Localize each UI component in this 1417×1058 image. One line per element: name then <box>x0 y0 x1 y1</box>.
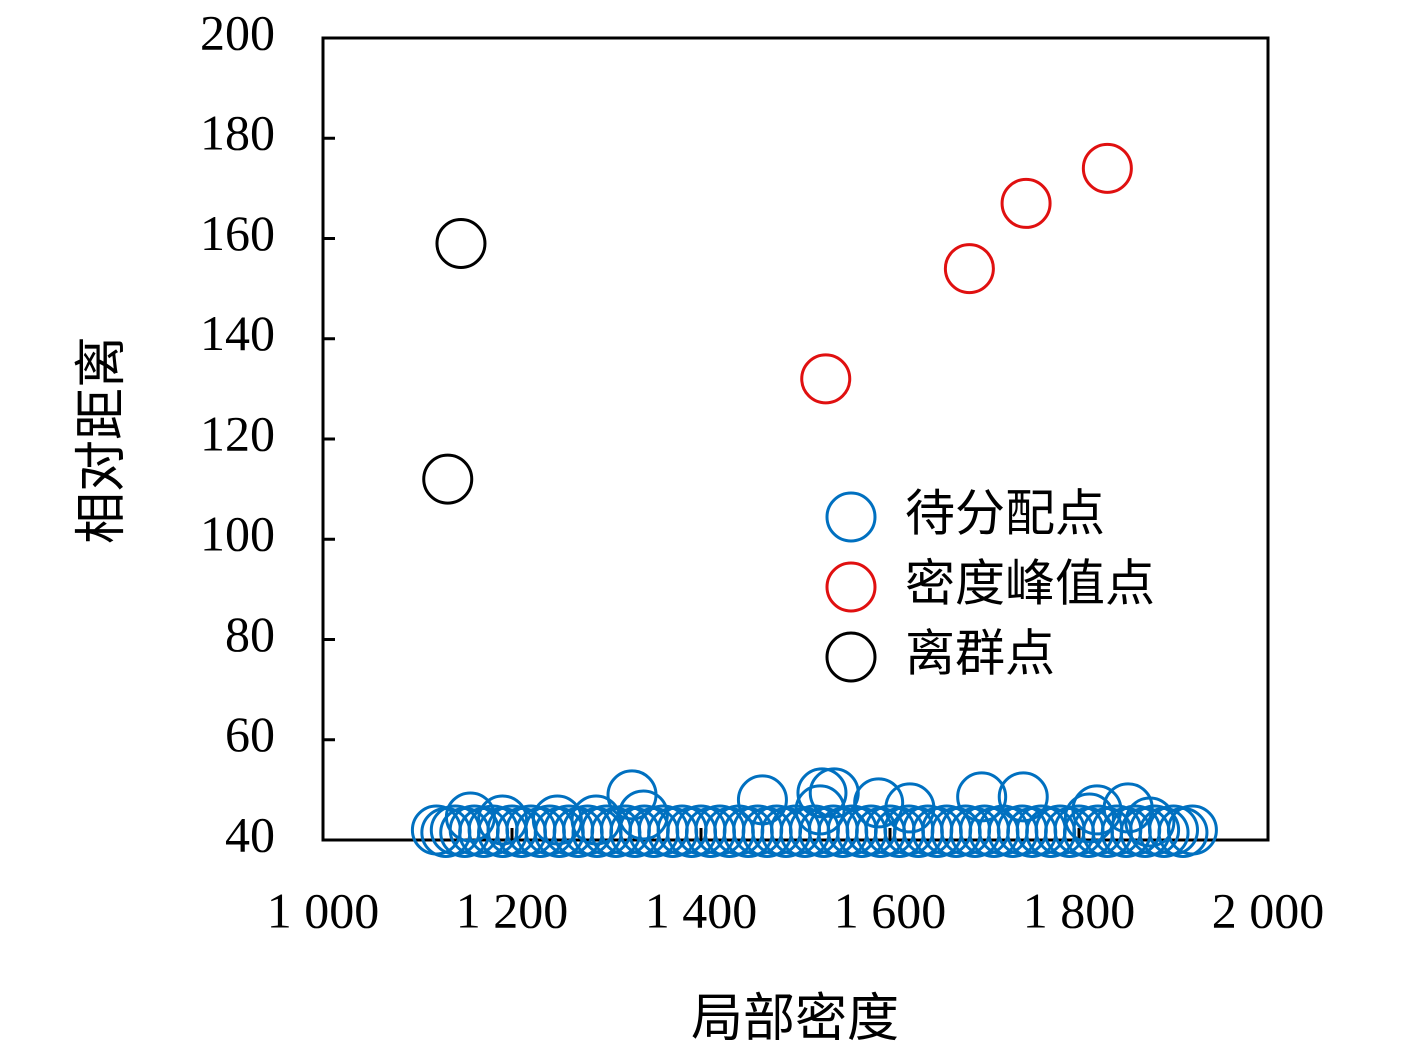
point <box>911 806 963 858</box>
legend-label: 待分配点 <box>905 485 1105 543</box>
point <box>1000 177 1052 229</box>
point <box>647 806 699 858</box>
x-tick-label: 1 200 <box>456 882 569 938</box>
point <box>997 771 1049 823</box>
legend-label: 离群点 <box>905 625 1055 683</box>
x-tick-label: 2 000 <box>1212 882 1325 938</box>
y-tick-label: 40 <box>225 806 275 862</box>
point <box>458 806 510 858</box>
x-tick-label: 1 400 <box>645 882 758 938</box>
point <box>1062 806 1114 858</box>
point <box>495 806 547 858</box>
y-tick-label: 200 <box>200 4 275 60</box>
point <box>1119 806 1171 858</box>
y-tick-label: 160 <box>200 205 275 261</box>
point <box>420 806 472 858</box>
point <box>800 353 852 405</box>
plot-frame <box>321 36 1270 842</box>
point <box>590 806 642 858</box>
point <box>836 806 888 858</box>
legend-marker <box>825 631 877 683</box>
point <box>987 806 1039 858</box>
point <box>1081 142 1133 194</box>
point <box>422 453 474 505</box>
legend-marker <box>825 561 877 613</box>
point <box>873 806 925 858</box>
point <box>514 806 566 858</box>
y-tick-label: 180 <box>200 105 275 161</box>
point <box>741 806 793 858</box>
point <box>1006 806 1058 858</box>
point <box>1081 806 1133 858</box>
y-tick-label: 100 <box>200 506 275 562</box>
point <box>666 806 718 858</box>
legend-marker <box>825 491 877 543</box>
x-tick-label: 1 600 <box>834 882 947 938</box>
point <box>817 806 869 858</box>
point <box>439 806 491 858</box>
legend-label: 密度峰值点 <box>905 555 1155 613</box>
point <box>533 806 585 858</box>
point <box>477 806 529 858</box>
point <box>435 218 487 270</box>
point <box>949 806 1001 858</box>
x-tick-label: 1 000 <box>267 882 380 938</box>
point <box>1044 806 1096 858</box>
point <box>1157 806 1209 858</box>
point <box>855 806 907 858</box>
y-tick-label: 80 <box>225 606 275 662</box>
point <box>1025 806 1077 858</box>
point <box>552 806 604 858</box>
point <box>943 243 995 295</box>
point <box>853 777 905 829</box>
y-axis-label: 相对距离 <box>72 336 132 544</box>
point <box>779 806 831 858</box>
point <box>1124 796 1176 848</box>
point <box>1138 806 1190 858</box>
point <box>968 806 1020 858</box>
point <box>892 806 944 858</box>
point <box>798 806 850 858</box>
y-tick-label: 120 <box>200 405 275 461</box>
point <box>628 806 680 858</box>
point <box>1100 806 1152 858</box>
point <box>930 806 982 858</box>
point <box>722 806 774 858</box>
y-tick-label: 60 <box>225 706 275 762</box>
y-tick-label: 140 <box>200 305 275 361</box>
point <box>571 806 623 858</box>
point <box>684 806 736 858</box>
x-axis-label: 局部密度 <box>691 989 899 1049</box>
point <box>703 806 755 858</box>
x-tick-label: 1 800 <box>1023 882 1136 938</box>
point <box>760 806 812 858</box>
point <box>609 806 661 858</box>
